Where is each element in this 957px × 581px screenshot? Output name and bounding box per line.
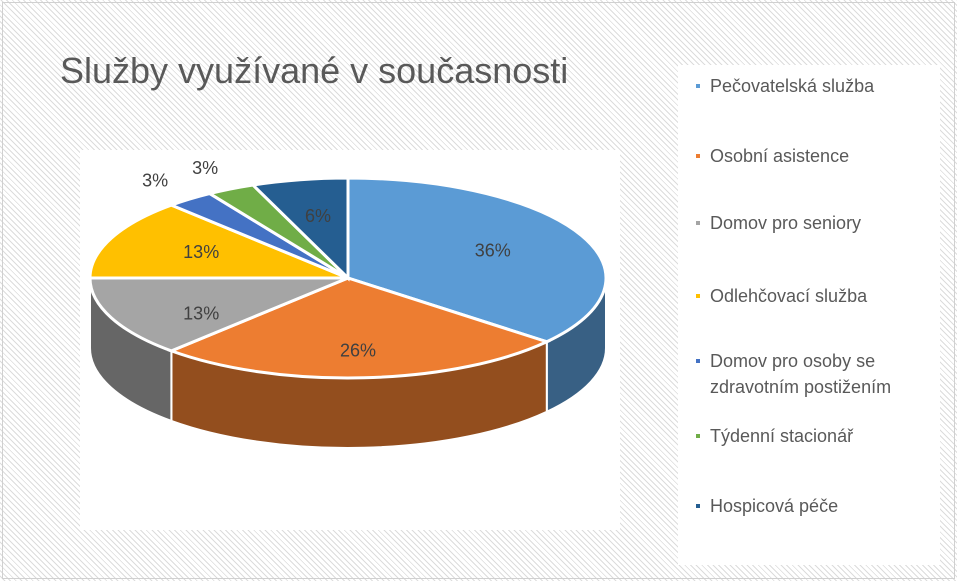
data-labels: 36% 26% 13% 13% 3% 3% 6% <box>142 158 511 361</box>
legend-label: Domov pro osoby se zdravotním postižením <box>710 351 892 397</box>
legend-swatch <box>696 84 700 88</box>
data-label: 13% <box>183 303 219 323</box>
chart-title: Služby využívané v současnosti <box>60 50 569 91</box>
data-label: 26% <box>340 341 376 361</box>
legend-swatch <box>696 294 700 298</box>
legend-label: Odlehčovací služba <box>710 286 868 306</box>
slice <box>167 276 551 380</box>
legend-label: Domov pro seniory <box>710 213 862 233</box>
slice <box>88 203 349 280</box>
slice <box>249 176 350 282</box>
data-label: 13% <box>183 242 219 262</box>
slice <box>346 176 608 344</box>
pie-tops <box>88 176 608 380</box>
legend-swatch <box>696 504 700 508</box>
data-label: 3% <box>142 170 168 190</box>
legend-swatch <box>696 154 700 158</box>
data-label: 3% <box>192 158 218 178</box>
legend-swatch <box>696 434 700 438</box>
slice <box>88 276 349 353</box>
legend-swatch <box>696 359 700 363</box>
legend-label: Pečovatelská služba <box>710 76 875 96</box>
legend-swatch <box>696 221 700 225</box>
data-label: 6% <box>305 206 331 226</box>
legend: Pečovatelská služba Osobní asistence Domov… <box>678 65 940 565</box>
data-label: 36% <box>475 240 511 260</box>
legend-label: Hospicová péče <box>710 496 839 516</box>
legend-label: Osobní asistence <box>710 146 850 166</box>
legend-label: Týdenní stacionář <box>710 426 854 446</box>
